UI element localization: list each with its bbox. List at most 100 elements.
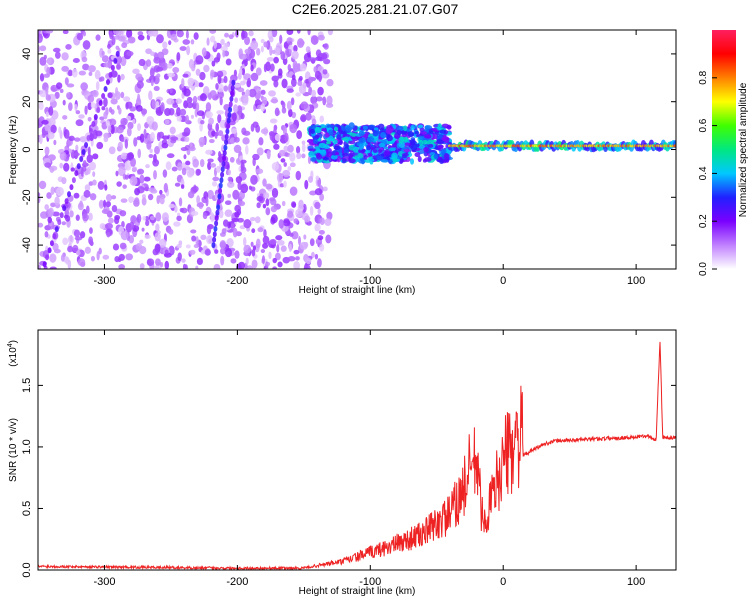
spectrogram-cell (224, 32, 229, 38)
spectrogram-cell (120, 152, 128, 160)
spectrogram-cell (250, 64, 254, 72)
spectrogram-cell (115, 86, 119, 97)
x-tick-label: -300 (93, 275, 115, 287)
spectrogram-cell (410, 158, 415, 165)
spectrogram-cell (421, 131, 427, 135)
spectrogram-cell (199, 158, 205, 168)
spectrogram-cell (220, 166, 225, 173)
x-tick-label: -100 (359, 275, 381, 287)
spectrogram-cell (101, 106, 106, 111)
spectrogram-cell (317, 208, 321, 215)
spectrogram-cell (326, 141, 332, 145)
spectrogram-cell (54, 91, 60, 99)
spectrogram-cell (110, 98, 118, 105)
spectrogram-cell (105, 120, 111, 127)
spectrogram-cell (274, 133, 281, 142)
spectrogram-cell (168, 203, 175, 209)
spectrogram-cell (287, 64, 292, 72)
spectrogram-cell (119, 210, 127, 217)
spectrogram-cell (141, 108, 148, 115)
spectrogram-cell (335, 152, 340, 156)
spectrogram-cell (146, 258, 155, 266)
spectrogram-cell (223, 75, 228, 84)
spectrogram-cell (433, 153, 439, 160)
spectrogram-cell (271, 30, 278, 38)
spectrogram-cell (115, 126, 124, 134)
spectrogram-cell (115, 50, 120, 57)
spectrogram-cell (141, 194, 147, 199)
spectrogram-cell (230, 90, 235, 97)
spectrogram-cell (309, 205, 314, 216)
spectrogram-cell (102, 254, 110, 260)
spectrogram-cell (278, 149, 286, 157)
spectrogram-cell (105, 201, 111, 208)
spectrogram-cell (92, 153, 99, 160)
spectrogram-cell (168, 228, 174, 235)
spectrogram-cell (215, 83, 219, 90)
spectrogram-cell (126, 152, 133, 161)
spectrogram-cell (101, 55, 109, 63)
spectrogram-cell (256, 48, 261, 56)
spectrogram-cell (226, 163, 230, 171)
spectrogram-cell (246, 77, 252, 88)
spectrogram-cell (73, 229, 81, 238)
spectrogram-cell (130, 157, 136, 168)
spectrogram-cell (326, 124, 335, 129)
spectrogram-cell (60, 254, 65, 262)
spectrogram-cell (196, 202, 205, 208)
spectrogram-cell (44, 162, 52, 168)
spectrogram-cell (45, 94, 51, 101)
spectrogram-cell (220, 171, 225, 178)
spectrogram-cell (273, 56, 279, 64)
spectrogram-cell (127, 36, 136, 44)
spectrogram-cell (286, 88, 294, 93)
spectrogram-cell (250, 123, 255, 132)
spectrogram-cell (176, 115, 182, 122)
spectrogram-cell (167, 62, 173, 69)
spectrogram-cell (132, 118, 136, 124)
spectrogram-cell (373, 127, 379, 131)
spectrogram-cell (310, 157, 317, 162)
spectrogram-cell (296, 130, 303, 140)
spectrogram-cell (185, 244, 191, 249)
spectrogram-cell (153, 169, 157, 180)
spectrogram-cell (119, 242, 127, 250)
spectrogram-cell (120, 91, 125, 99)
spectrogram-cell (414, 152, 421, 158)
spectrogram-cell (319, 115, 325, 123)
spectrogram-cell (69, 210, 74, 218)
spectrogram-cell (252, 153, 260, 161)
spectrogram-cell (192, 95, 198, 104)
spectrogram-cell (150, 132, 155, 142)
spectrogram-cell (233, 83, 242, 88)
spectrogram-cell (152, 248, 159, 256)
spectrogram-cell (314, 134, 320, 139)
spectrogram-cell (139, 133, 145, 143)
spectrogram-cell (80, 82, 88, 91)
spectrogram-cell (311, 118, 317, 126)
spectrogram-cell (273, 79, 279, 88)
spectrogram-cell (168, 245, 175, 256)
spectrogram-cell (328, 129, 334, 136)
y-tick-label: 0.0 (21, 562, 33, 577)
spectrogram-cell (296, 152, 302, 160)
spectrogram-cell (159, 196, 165, 205)
spectrogram-cell (220, 38, 225, 46)
colorbar-tick-label: 0.0 (698, 262, 709, 276)
spectrogram-cell (205, 196, 209, 207)
spectrogram-cell (243, 219, 252, 229)
spectrogram-cell (319, 243, 325, 252)
spectrogram-cell (61, 65, 69, 72)
spectrogram-cell (283, 145, 289, 153)
spectrogram-cell (225, 58, 232, 66)
spectrogram-cell (278, 219, 284, 229)
spectrogram-cell (315, 56, 323, 62)
spectrogram-cell (421, 139, 429, 145)
spectrogram-cell (77, 258, 86, 267)
spectrogram-cell (333, 145, 341, 151)
spectrogram-cell (53, 139, 57, 146)
spectrogram-cell (55, 82, 63, 90)
spectrogram-cell (66, 93, 71, 99)
spectrogram-cell (211, 181, 218, 187)
spectrogram-cell (101, 209, 110, 214)
